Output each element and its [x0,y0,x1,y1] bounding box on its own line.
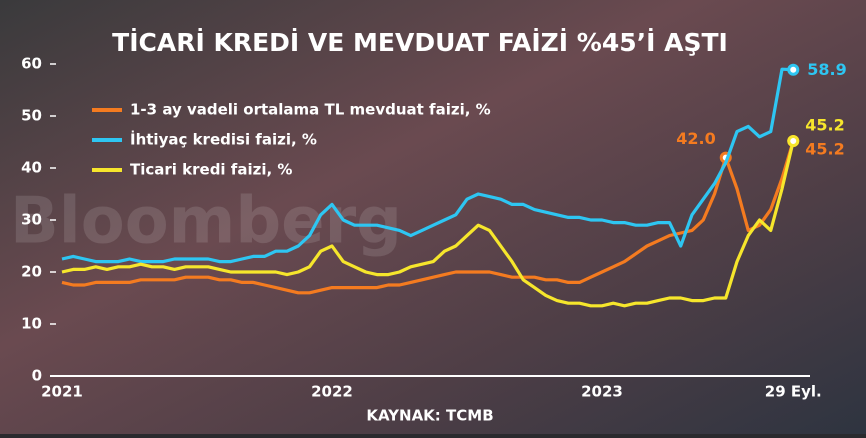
data-label: 45.2 [805,115,844,134]
legend-label: İhtiyaç kredisi faizi, % [130,130,317,149]
y-tick-label: 10 [21,315,42,333]
legend-label: 1-3 ay vadeli ortalama TL mevduat faizi,… [130,101,491,119]
point-marker [787,63,800,76]
y-tick-label: 20 [21,263,42,281]
legend-label: Ticari kredi faizi, % [130,161,292,179]
watermark: Bloomberg [10,185,402,259]
y-tick-label: 40 [21,159,42,177]
x-tick-label: 2021 [41,383,83,401]
data-label: 42.0 [676,129,715,148]
series-line [61,140,795,308]
y-tick-label: 30 [21,211,42,229]
y-tick-label: 0 [32,367,42,385]
x-tick-label: 2023 [581,383,623,401]
data-label: 58.9 [807,60,846,79]
y-tick-label: 50 [21,107,42,125]
data-label: 45.2 [805,139,844,158]
x-tick-label: 2022 [311,383,353,401]
chart-title: TİCARİ KREDİ VE MEVDUAT FAİZİ %45’İ AŞTI [112,27,728,57]
series-line [61,140,795,295]
series-line [61,67,794,264]
y-tick-label: 60 [21,55,42,73]
point-marker [787,134,800,147]
x-tick-label: 29 Eyl. [765,383,822,401]
source: KAYNAK: TCMB [366,407,493,425]
